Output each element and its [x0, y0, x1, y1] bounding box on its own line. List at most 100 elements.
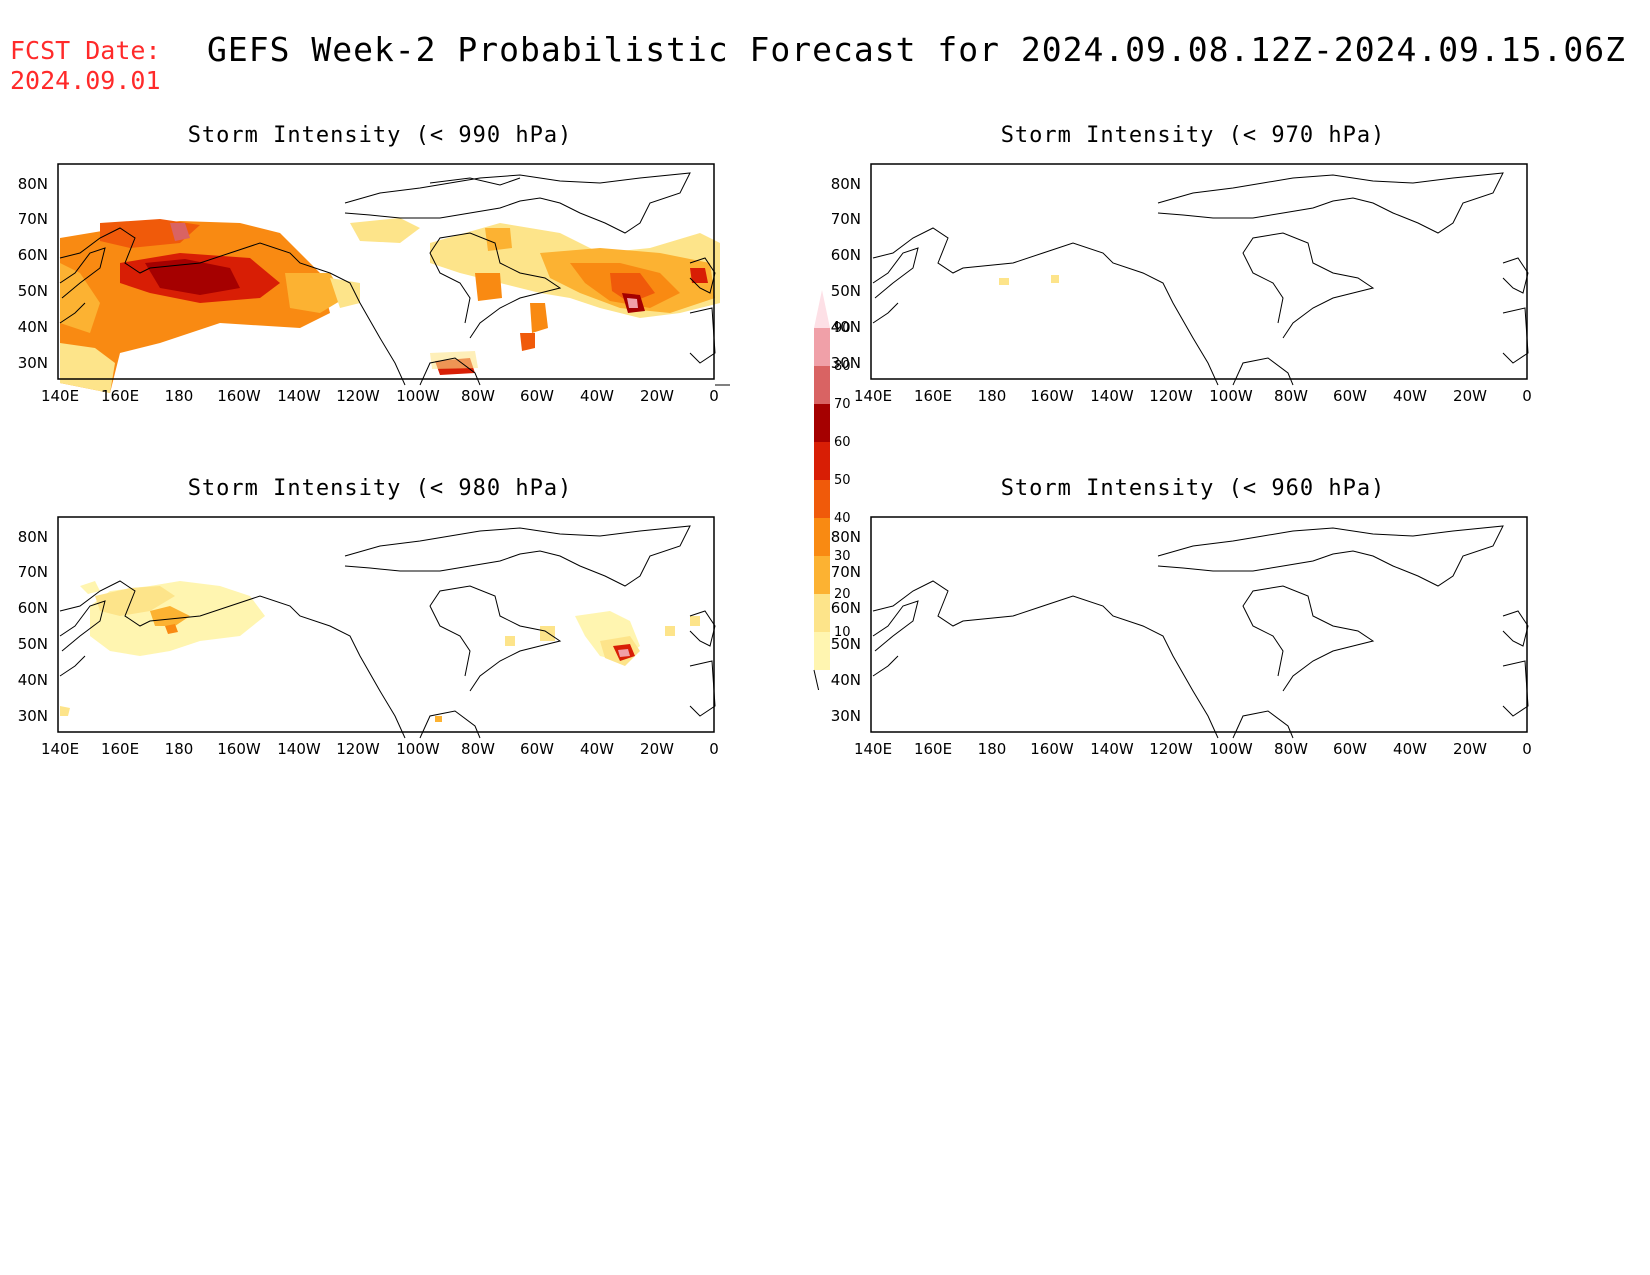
svg-text:70N: 70N: [831, 563, 861, 581]
svg-text:60N: 60N: [18, 246, 48, 264]
lat-axis: 80N 70N 60N 50N 40N 30N: [831, 175, 861, 372]
svg-text:0: 0: [1522, 387, 1532, 405]
colorbar: 10 20 30 40 50 60 70 80 90: [806, 270, 866, 706]
panel-980: Storm Intensity (< 980 hPa): [0, 476, 760, 796]
colorbar-labels: 10 20 30 40 50 60 70 80 90: [834, 321, 851, 640]
svg-text:60N: 60N: [831, 246, 861, 264]
svg-text:60N: 60N: [831, 599, 861, 617]
svg-text:80W: 80W: [461, 740, 495, 758]
colorbar-swatch: [814, 442, 830, 480]
svg-text:140W: 140W: [277, 740, 321, 758]
colorbar-level-label: 70: [834, 397, 851, 412]
svg-text:50N: 50N: [18, 282, 48, 300]
map-frame: [870, 163, 1528, 380]
svg-text:80W: 80W: [1274, 740, 1308, 758]
lon-axis: 140E 160E 180 160W 140W 120W 100W 80W 60…: [854, 387, 1532, 405]
panel-990: Storm Intensity (< 990 hPa): [0, 123, 760, 443]
colorbar-swatch: [814, 404, 830, 442]
svg-text:70N: 70N: [18, 563, 48, 581]
svg-text:80W: 80W: [1274, 387, 1308, 405]
svg-text:100W: 100W: [396, 740, 440, 758]
colorbar-level-label: 40: [834, 511, 851, 526]
svg-text:40W: 40W: [1393, 387, 1427, 405]
svg-text:30N: 30N: [831, 707, 861, 725]
svg-text:30N: 30N: [18, 707, 48, 725]
svg-text:180: 180: [165, 387, 194, 405]
svg-text:40W: 40W: [580, 740, 614, 758]
colorbar-level-label: 50: [834, 473, 851, 488]
svg-text:160W: 160W: [217, 740, 261, 758]
colorbar-swatch: [814, 480, 830, 518]
svg-text:80N: 80N: [831, 528, 861, 546]
lon-axis: 140E 160E 180 160W 140W 120W 100W 80W 60…: [41, 740, 719, 758]
svg-text:180: 180: [978, 387, 1007, 405]
svg-text:140E: 140E: [854, 740, 892, 758]
svg-text:40N: 40N: [18, 318, 48, 336]
svg-text:50N: 50N: [831, 635, 861, 653]
colorbar-level-label: 80: [834, 359, 851, 374]
svg-text:20W: 20W: [640, 740, 674, 758]
map-frame: [870, 516, 1528, 733]
forecast-date-label: FCST Date:: [10, 36, 161, 65]
svg-text:70N: 70N: [18, 210, 48, 228]
svg-text:40W: 40W: [580, 387, 614, 405]
svg-text:30N: 30N: [831, 354, 861, 372]
colorbar-level-label: 20: [834, 587, 851, 602]
svg-text:120W: 120W: [336, 740, 380, 758]
svg-text:0: 0: [709, 740, 719, 758]
svg-text:80N: 80N: [18, 175, 48, 193]
svg-text:140E: 140E: [41, 740, 79, 758]
colorbar-swatches: [813, 290, 830, 706]
svg-text:80N: 80N: [18, 528, 48, 546]
svg-text:140W: 140W: [1090, 387, 1134, 405]
forecast-date: FCST Date: 2024.09.01: [10, 36, 161, 96]
svg-text:100W: 100W: [1209, 740, 1253, 758]
lat-axis: 80N 70N 60N 50N 40N 30N: [18, 175, 48, 372]
svg-text:160E: 160E: [101, 740, 139, 758]
svg-text:140W: 140W: [1090, 740, 1134, 758]
panel-title: Storm Intensity (< 980 hPa): [187, 476, 573, 501]
svg-text:100W: 100W: [1209, 387, 1253, 405]
svg-text:20W: 20W: [1453, 387, 1487, 405]
svg-text:140E: 140E: [41, 387, 79, 405]
svg-text:160E: 160E: [914, 387, 952, 405]
colorbar-level-label: 30: [834, 549, 851, 564]
lat-axis: 80N 70N 60N 50N 40N 30N: [18, 528, 48, 725]
colorbar-svg: 10 20 30 40 50 60 70 80 90: [813, 290, 851, 706]
svg-text:20W: 20W: [640, 387, 674, 405]
svg-text:60W: 60W: [520, 387, 554, 405]
svg-text:0: 0: [709, 387, 719, 405]
svg-text:160E: 160E: [101, 387, 139, 405]
lon-axis: 140E 160E 180 160W 140W 120W 100W 80W 60…: [854, 740, 1532, 758]
svg-text:160W: 160W: [1030, 740, 1074, 758]
forecast-date-value: 2024.09.01: [10, 66, 161, 95]
svg-text:140W: 140W: [277, 387, 321, 405]
svg-text:40W: 40W: [1393, 740, 1427, 758]
colorbar-swatch: [814, 518, 830, 556]
colorbar-swatch: [814, 594, 830, 632]
panel-970: Storm Intensity (< 970 hPa) 80N 70N 60N …: [813, 123, 1573, 443]
svg-text:60N: 60N: [18, 599, 48, 617]
svg-text:100W: 100W: [396, 387, 440, 405]
svg-text:40N: 40N: [18, 671, 48, 689]
coastlines: [872, 525, 1529, 739]
coastlines: [872, 172, 1529, 386]
svg-text:160W: 160W: [1030, 387, 1074, 405]
colorbar-swatch: [814, 290, 830, 328]
svg-text:80W: 80W: [461, 387, 495, 405]
probability-shading: [60, 218, 720, 393]
svg-text:40N: 40N: [831, 671, 861, 689]
page-title: GEFS Week-2 Probabilistic Forecast for 2…: [207, 30, 1627, 69]
colorbar-level-label: 90: [834, 321, 851, 336]
probability-shading: [999, 275, 1059, 285]
svg-text:80N: 80N: [831, 175, 861, 193]
svg-text:120W: 120W: [1149, 387, 1193, 405]
svg-text:140E: 140E: [854, 387, 892, 405]
map-frame: [57, 163, 715, 380]
colorbar-level-label: 60: [834, 435, 851, 450]
svg-text:120W: 120W: [336, 387, 380, 405]
colorbar-tail: [813, 669, 823, 706]
colorbar-level-label: 10: [834, 625, 851, 640]
svg-text:60W: 60W: [520, 740, 554, 758]
svg-text:160W: 160W: [217, 387, 261, 405]
